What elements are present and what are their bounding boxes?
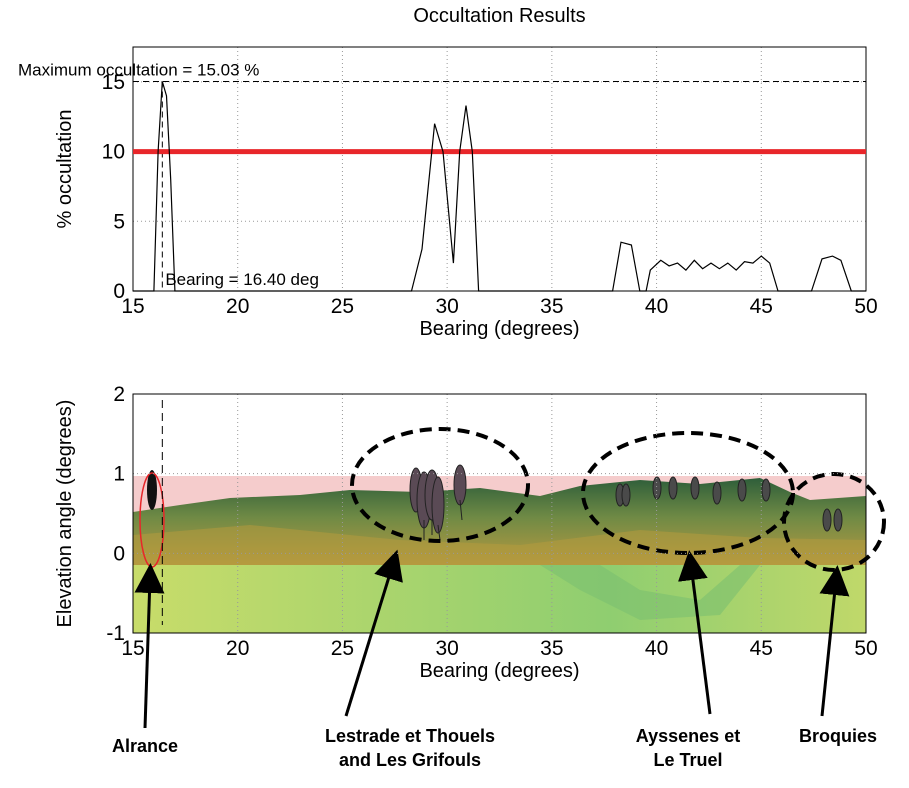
x-tick-label: 35 xyxy=(540,637,563,660)
valley xyxy=(540,565,760,620)
place-label: Lestrade et Thouels xyxy=(325,726,495,746)
x-axis-label: Bearing (degrees) xyxy=(419,318,579,340)
y-tick-label: 10 xyxy=(102,141,125,164)
y-axis-label: % occultation xyxy=(54,110,76,229)
y-tick-label: 1 xyxy=(113,463,125,486)
arrow xyxy=(678,550,712,715)
x-tick-label: 40 xyxy=(645,637,668,660)
chart-title: Occultation Results xyxy=(413,5,585,27)
arrow xyxy=(819,565,850,717)
y-tick-label: 2 xyxy=(113,383,125,406)
x-tick-label: 20 xyxy=(226,637,249,660)
place-label: Le Truel xyxy=(653,750,722,770)
place-label: Alrance xyxy=(112,736,178,756)
x-tick-label: 25 xyxy=(331,637,354,660)
tree-cluster xyxy=(409,464,467,541)
plot-frame xyxy=(132,46,867,292)
x-axis-label: Bearing (degrees) xyxy=(419,660,579,682)
place-label: Broquies xyxy=(799,726,877,746)
x-tick-label: 40 xyxy=(645,295,668,318)
x-tick-label: 30 xyxy=(435,295,458,318)
place-label: and Les Grifouls xyxy=(339,750,481,770)
y-tick-label: 15 xyxy=(102,71,125,94)
y-tick-label: 0 xyxy=(113,542,125,565)
trees xyxy=(147,464,843,541)
tree xyxy=(147,470,157,510)
occultation-line xyxy=(133,81,866,292)
x-tick-label: 35 xyxy=(540,295,563,318)
x-tick-label: 45 xyxy=(750,637,773,660)
callouts xyxy=(134,400,886,729)
annotation: Maximum occultation = 15.03 % xyxy=(18,60,259,79)
x-tick-label: 30 xyxy=(435,637,458,660)
x-tick-label: 45 xyxy=(750,295,773,318)
arrow xyxy=(344,549,403,717)
plot-frame xyxy=(132,393,867,634)
x-tick-label: 50 xyxy=(854,637,877,660)
y-tick-label: 5 xyxy=(113,210,125,233)
x-tick-label: 50 xyxy=(854,295,877,318)
y-tick-label: -1 xyxy=(106,622,125,645)
arrow xyxy=(134,563,165,729)
tree-cluster xyxy=(615,476,843,532)
dashed-ellipse xyxy=(350,427,530,543)
y-tick-label: 0 xyxy=(113,280,125,303)
x-tick-label: 15 xyxy=(121,637,144,660)
x-tick-label: 20 xyxy=(226,295,249,318)
dashed-ellipse xyxy=(581,431,795,555)
terrain xyxy=(133,476,866,633)
y-axis-label: Elevation angle (degrees) xyxy=(54,400,76,628)
x-tick-label: 25 xyxy=(331,295,354,318)
x-tick-label: 15 xyxy=(121,295,144,318)
annotation: Bearing = 16.40 deg xyxy=(165,270,319,289)
ground xyxy=(133,565,866,633)
place-label: Ayssenes et xyxy=(636,726,740,746)
